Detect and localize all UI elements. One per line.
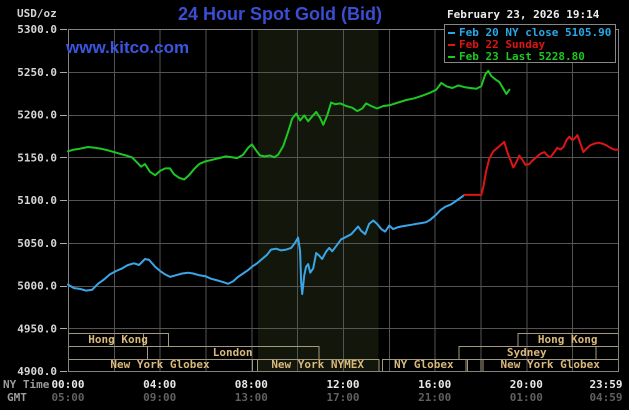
x-axis-label-gmt: 13:00: [235, 391, 268, 404]
x-axis-caption-nytime: NY Time: [3, 378, 50, 391]
y-axis-units-label: USD/oz: [17, 7, 57, 20]
x-axis-label-nytime: 16:00: [418, 378, 451, 391]
legend-item-feb20: Feb 20 NY close 5105.90: [448, 27, 615, 39]
legend-label-feb20: Feb 20 NY close 5105.90: [459, 26, 612, 39]
price-line-feb23: [67, 69, 511, 181]
legend-label-feb23: Feb 23 Last 5228.80: [459, 50, 585, 63]
plot-border: [68, 29, 619, 372]
legend-item-feb23: Feb 23 Last 5228.80: [448, 51, 615, 63]
y-axis-label: 5250.0: [17, 66, 57, 79]
x-axis-label-nytime: 12:00: [326, 378, 359, 391]
session-label: New York Globex: [500, 358, 600, 371]
x-axis-label-nytime: 23:59: [589, 378, 622, 391]
y-axis-label: 5150.0: [17, 151, 57, 164]
session-label: Sydney: [507, 346, 547, 359]
x-axis-caption-gmt: GMT: [7, 391, 27, 404]
kitco-website-link[interactable]: www.kitco.com: [66, 38, 190, 57]
y-axis-label: 5050.0: [17, 237, 57, 250]
x-axis-label-nytime: 00:00: [51, 378, 84, 391]
session-label: London: [213, 346, 253, 359]
legend-dash-feb20-icon: [448, 32, 455, 34]
legend-dash-feb23-icon: [448, 56, 455, 58]
session-label: Hong Kong: [88, 333, 148, 346]
price-line-feb20: [67, 193, 466, 296]
y-axis: 5300.0 5250.0 5200.0 5150.0 5100.0 5050.0 5000…: [17, 23, 67, 378]
legend-item-feb22: Feb 22 Sunday: [448, 39, 615, 51]
legend-label-feb22: Feb 22 Sunday: [459, 38, 546, 51]
session-label: New York Globex: [110, 358, 210, 371]
y-axis-label: 4950.0: [17, 322, 57, 335]
y-axis-label: 5300.0: [17, 23, 57, 36]
x-axis-label-nytime: 20:00: [510, 378, 543, 391]
legend-dash-feb22-icon: [448, 44, 455, 46]
session-label: Hong Kong: [538, 333, 598, 346]
session-label: New York NYMEX: [271, 358, 364, 371]
y-axis-label: 4900.0: [17, 365, 57, 378]
x-axis-label-nytime: 08:00: [235, 378, 268, 391]
y-axis-label: 5100.0: [17, 194, 57, 207]
x-axis-label-nytime: 04:00: [143, 378, 176, 391]
session-label: NY Globex: [394, 358, 454, 371]
x-axis-label-gmt: 01:00: [510, 391, 543, 404]
x-axis-label-gmt: 09:00: [143, 391, 176, 404]
gridlines: [68, 29, 618, 371]
datetime-label: February 23, 2026 19:14: [447, 8, 600, 21]
x-axis-label-gmt: 17:00: [326, 391, 359, 404]
page-title: 24 Hour Spot Gold (Bid): [178, 4, 382, 24]
x-axis-label-gmt: 21:00: [418, 391, 451, 404]
x-axis-label-gmt: 04:59: [589, 391, 622, 404]
y-axis-label: 5200.0: [17, 109, 57, 122]
y-axis-label: 5000.0: [17, 280, 57, 293]
x-axis-label-gmt: 05:00: [51, 391, 84, 404]
legend: Feb 20 NY close 5105.90 Feb 22 Sunday Fe…: [444, 24, 616, 63]
price-line-feb22: [463, 134, 619, 196]
